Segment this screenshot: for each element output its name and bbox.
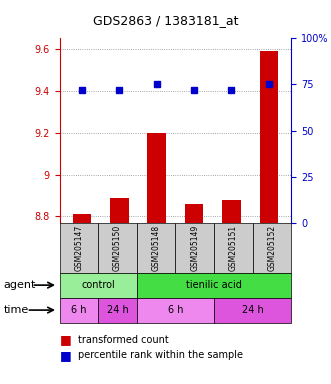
Text: GSM205152: GSM205152 (267, 225, 276, 271)
Text: transformed count: transformed count (78, 335, 168, 345)
Text: control: control (81, 280, 115, 290)
Text: tienilic acid: tienilic acid (186, 280, 242, 290)
Text: percentile rank within the sample: percentile rank within the sample (78, 350, 243, 360)
Text: GSM205149: GSM205149 (190, 225, 199, 271)
Bar (222, 200, 241, 223)
Text: time: time (3, 305, 28, 315)
Text: 24 h: 24 h (107, 305, 128, 315)
Text: GSM205151: GSM205151 (229, 225, 238, 271)
Text: 24 h: 24 h (242, 305, 263, 315)
Text: GSM205150: GSM205150 (113, 225, 122, 271)
Text: GSM205148: GSM205148 (152, 225, 161, 271)
Bar (185, 204, 204, 223)
Text: ■: ■ (60, 349, 71, 362)
Bar (147, 132, 166, 223)
Bar (260, 51, 278, 223)
Bar (73, 214, 91, 223)
Text: GSM205147: GSM205147 (74, 225, 83, 271)
Text: GDS2863 / 1383181_at: GDS2863 / 1383181_at (93, 14, 238, 27)
Text: 6 h: 6 h (168, 305, 183, 315)
Bar (110, 198, 129, 223)
Text: 6 h: 6 h (71, 305, 87, 315)
Text: agent: agent (3, 280, 36, 290)
Text: ■: ■ (60, 333, 71, 346)
